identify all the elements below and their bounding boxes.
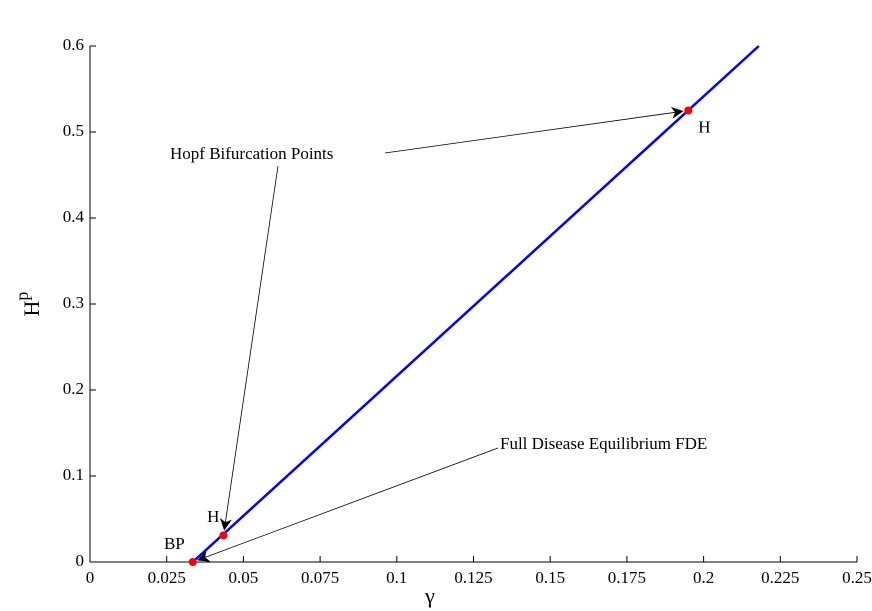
- y-tick-label: 0: [76, 551, 85, 570]
- point-label: H: [207, 507, 219, 526]
- x-tick-label: 0.025: [148, 568, 186, 587]
- x-tick-label: 0.1: [386, 568, 407, 587]
- y-axis-label-sub: p: [12, 292, 32, 301]
- x-axis-label: γ: [424, 583, 435, 608]
- point: [188, 558, 197, 566]
- y-tick-label: 0.6: [63, 35, 84, 54]
- annotation-arrow: [219, 165, 279, 531]
- x-tick-label: 0.15: [535, 568, 565, 587]
- y-tick-label: 0.3: [63, 293, 84, 312]
- annotation-arrow: [384, 106, 684, 154]
- y-axis-label-main: H: [19, 300, 44, 316]
- y-tick-label: 0.2: [63, 379, 84, 398]
- annotation: Hopf Bifurcation Points: [170, 144, 333, 163]
- x-tick-label: 0.2: [693, 568, 714, 587]
- y-tick-label: 0.5: [63, 121, 84, 140]
- x-tick-label: 0.05: [229, 568, 259, 587]
- x-tick-label: 0.125: [454, 568, 492, 587]
- x-tick-label: 0.225: [761, 568, 799, 587]
- x-tick-label: 0.075: [301, 568, 339, 587]
- x-tick-label: 0: [86, 568, 95, 587]
- annotation: Full Disease Equilibrium FDE: [500, 434, 707, 453]
- point-label: BP: [164, 534, 185, 553]
- point-label: H: [698, 117, 710, 136]
- point: [684, 106, 693, 115]
- y-axis-label: Hp: [12, 292, 44, 317]
- x-tick-label: 0.25: [842, 568, 872, 587]
- line: [191, 45, 760, 563]
- annotation-arrow: [197, 447, 499, 562]
- y-tick-label: 0.4: [63, 207, 85, 226]
- x-tick-label: 0.175: [608, 568, 646, 587]
- y-tick-label: 0.1: [63, 465, 84, 484]
- point: [219, 531, 228, 540]
